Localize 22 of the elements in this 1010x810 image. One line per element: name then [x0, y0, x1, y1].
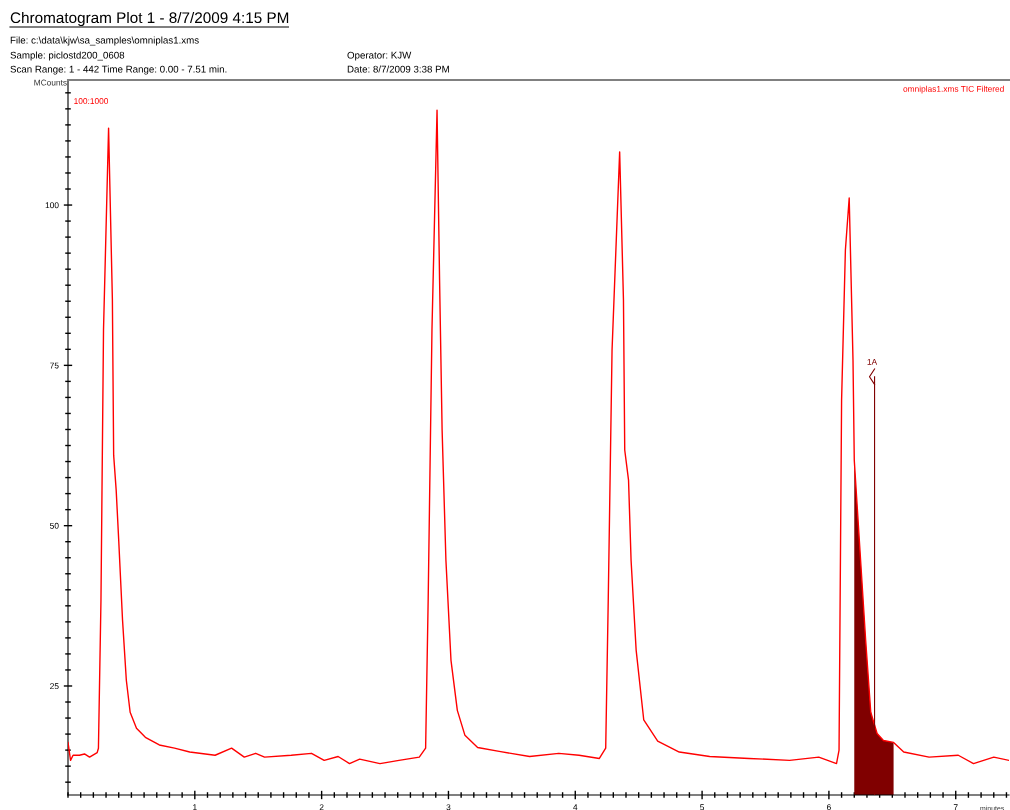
x-tick-label: 5 [700, 804, 705, 810]
y-tick-label: 25 [50, 683, 59, 690]
text: File: c:\data\kjw\sa_samples\omniplas1.xms [10, 36, 199, 46]
text: omniplas1.xms TIC Filtered [903, 85, 1004, 94]
y-axis-title: MCounts [34, 79, 67, 86]
annotation: 100:1000 [74, 98, 109, 104]
text: Sample: piclostd200_0608 [10, 51, 125, 61]
x-tick-label: 2 [319, 804, 324, 810]
y-tick-label: 50 [50, 522, 59, 529]
x-tick-label: 6 [827, 804, 831, 810]
line-series [68, 109, 1009, 765]
chart-title: Chromatogram Plot 1 - 8/7/2009 4:15 PM [10, 11, 289, 27]
text: Date: 8/7/2009 3:38 PM [347, 65, 449, 73]
x-tick-label: 3 [446, 804, 451, 810]
text: Scan Range: 1 - 442 Time Range: 0.00 - 7.51 min. [10, 65, 227, 75]
y-tick-label: 100 [45, 202, 59, 209]
y-tick-label: 75 [50, 362, 59, 369]
text: Operator: KJW [347, 51, 412, 61]
ref-line-label: 1A [867, 359, 878, 365]
x-tick-label: 4 [573, 804, 578, 810]
x-tick-label: 7 [953, 804, 958, 810]
x-tick-label: 1 [193, 804, 197, 810]
